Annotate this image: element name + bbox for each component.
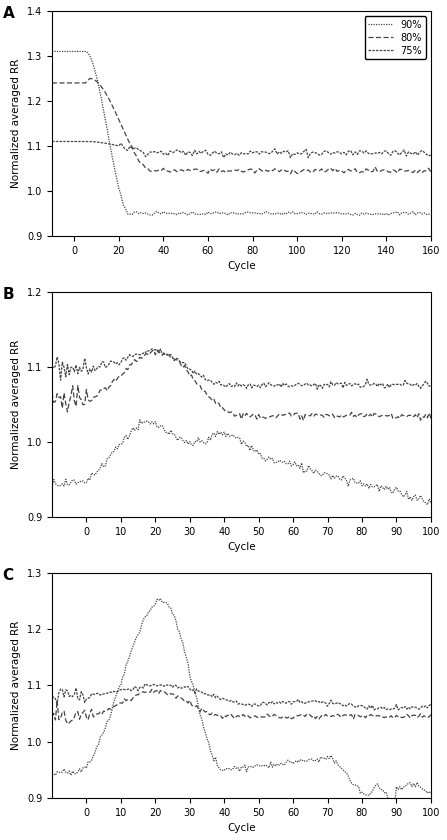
Text: B: B bbox=[3, 287, 14, 302]
Text: C: C bbox=[3, 569, 14, 583]
Y-axis label: Normalized averaged RR: Normalized averaged RR bbox=[11, 339, 21, 469]
Y-axis label: Normalized averaged RR: Normalized averaged RR bbox=[11, 621, 21, 750]
Legend: 90%, 80%, 75%: 90%, 80%, 75% bbox=[364, 16, 426, 60]
X-axis label: Cycle: Cycle bbox=[227, 261, 256, 271]
Text: A: A bbox=[3, 7, 14, 22]
Y-axis label: Normalized averaged RR: Normalized averaged RR bbox=[11, 59, 21, 188]
X-axis label: Cycle: Cycle bbox=[227, 542, 256, 552]
X-axis label: Cycle: Cycle bbox=[227, 823, 256, 833]
